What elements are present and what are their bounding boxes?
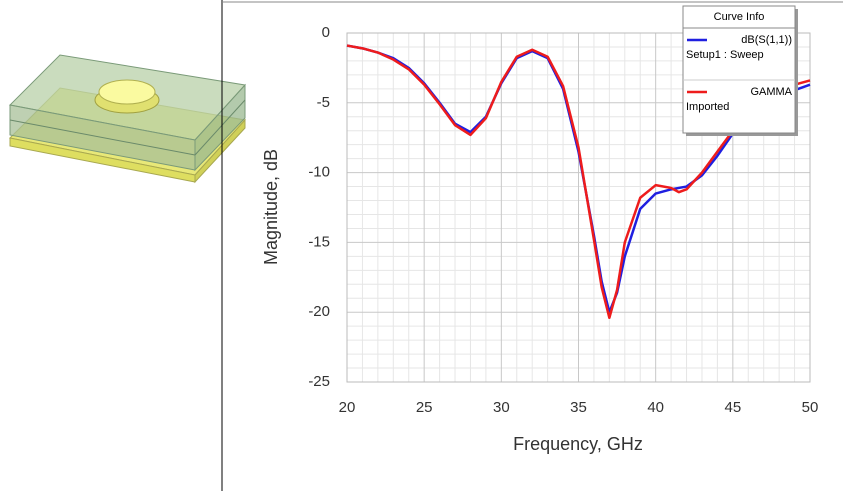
x-tick-label: 45 bbox=[724, 399, 741, 416]
y-tick-label: -20 bbox=[308, 303, 330, 320]
legend-source: Setup1 : Sweep bbox=[686, 49, 764, 61]
x-tick-label: 50 bbox=[802, 399, 819, 416]
legend-title: Curve Info bbox=[714, 11, 765, 23]
legend: Curve Info bbox=[683, 6, 798, 136]
y-axis-label: Magnitude, dB bbox=[261, 149, 281, 265]
y-tick-label: 0 bbox=[322, 24, 330, 41]
legend-box bbox=[683, 6, 795, 133]
chart: Frequency, GHz Magnitude, dB Curve Info … bbox=[0, 0, 843, 491]
x-tick-label: 30 bbox=[493, 399, 510, 416]
x-tick-label: 35 bbox=[570, 399, 587, 416]
legend-label: dB(S(1,1)) bbox=[741, 34, 792, 46]
x-tick-label: 20 bbox=[339, 399, 356, 416]
page: Frequency, GHz Magnitude, dB Curve Info … bbox=[0, 0, 843, 491]
y-tick-label: -5 bbox=[317, 94, 330, 111]
model-thumbnail bbox=[10, 55, 245, 182]
y-tick-label: -10 bbox=[308, 164, 330, 181]
legend-source: Imported bbox=[686, 101, 729, 113]
legend-label: GAMMA bbox=[750, 86, 792, 98]
x-tick-label: 40 bbox=[647, 399, 664, 416]
y-tick-label: -25 bbox=[308, 373, 330, 390]
y-tick-label: -15 bbox=[308, 233, 330, 250]
x-tick-label: 25 bbox=[416, 399, 433, 416]
x-axis-label: Frequency, GHz bbox=[513, 434, 643, 454]
